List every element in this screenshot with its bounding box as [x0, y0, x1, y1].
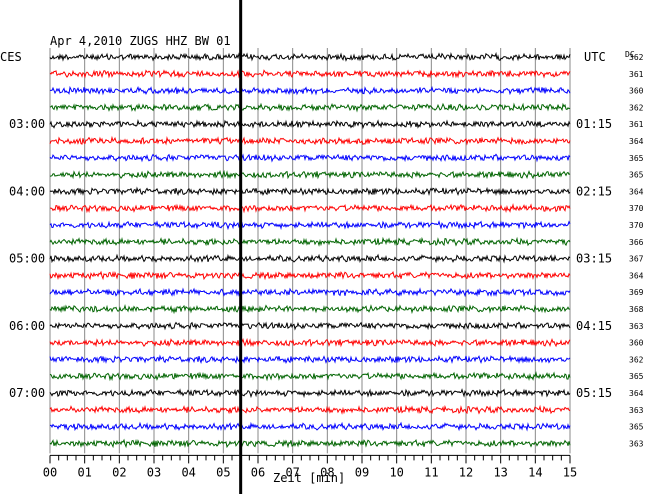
trace-line — [49, 321, 571, 331]
x-tick-label: 09 — [355, 465, 369, 479]
dc-value: 361 — [629, 120, 644, 129]
dc-values: 362 361 360 362 361 364 365 365 364 370 370 366 367 3… — [629, 53, 644, 448]
x-tick-label: 15 — [563, 465, 577, 479]
x-tick-label: 03 — [147, 465, 161, 479]
dc-value: 364 — [629, 137, 644, 146]
left-hour-label: 07:00 — [9, 386, 45, 400]
dc-value: 363 — [629, 406, 644, 415]
trace-line — [49, 102, 571, 113]
dc-value: 363 — [629, 439, 644, 448]
trace-line — [49, 388, 571, 399]
dc-value: 368 — [629, 305, 644, 314]
trace-line — [49, 287, 571, 298]
right-timezone-label: UTC — [584, 50, 606, 64]
left-timezone-label: CES — [0, 50, 22, 64]
dc-value: 360 — [629, 339, 644, 348]
trace-line — [49, 421, 571, 432]
chart-title: Apr 4,2010 ZUGS HHZ BW 01 — [50, 34, 231, 48]
trace-line — [49, 438, 571, 449]
dc-value: 365 — [629, 423, 644, 432]
trace-line — [49, 253, 571, 264]
trace-line — [49, 404, 571, 415]
x-tick-label: 12 — [459, 465, 473, 479]
trace-line — [49, 69, 571, 79]
right-labels: 01:15 02:15 03:15 04:15 05:15 — [576, 117, 612, 400]
dc-value: 364 — [629, 389, 644, 398]
left-hour-label: 03:00 — [9, 117, 45, 131]
x-tick-label: 00 — [43, 465, 57, 479]
left-hour-label: 06:00 — [9, 319, 45, 333]
dc-value: 362 — [629, 103, 644, 112]
dc-header: DC — [625, 50, 635, 59]
x-tick-label: 11 — [424, 465, 438, 479]
x-axis-label: Zeit [min] — [273, 471, 345, 485]
dc-value: 365 — [629, 154, 644, 163]
dc-value: 360 — [629, 87, 644, 96]
right-hour-label: 04:15 — [576, 319, 612, 333]
right-hour-label: 05:15 — [576, 386, 612, 400]
x-tick-label: 10 — [389, 465, 403, 479]
dc-value: 367 — [629, 255, 644, 264]
x-tick-label: 01 — [77, 465, 91, 479]
trace-line — [49, 51, 571, 62]
x-tick-label: 06 — [251, 465, 265, 479]
trace-line — [49, 135, 571, 146]
dc-value: 362 — [629, 355, 644, 364]
dc-value: 369 — [629, 288, 644, 297]
left-hour-label: 04:00 — [9, 184, 45, 198]
traces — [49, 51, 571, 449]
dc-value: 364 — [629, 187, 644, 196]
x-tick-label: 02 — [112, 465, 126, 479]
trace-line — [49, 169, 571, 180]
trace-line — [49, 354, 571, 365]
dc-value: 370 — [629, 204, 644, 213]
dc-value: 361 — [629, 70, 644, 79]
x-tick-label: 13 — [493, 465, 507, 479]
x-tick-label: 07 — [285, 465, 299, 479]
trace-line — [49, 153, 571, 163]
trace-line — [49, 337, 571, 348]
dc-value: 362 — [629, 53, 644, 62]
right-hour-label: 01:15 — [576, 117, 612, 131]
dc-value: 366 — [629, 238, 644, 247]
x-tick-label: 05 — [216, 465, 230, 479]
trace-line — [50, 203, 571, 214]
trace-line — [49, 220, 571, 231]
x-tick-label: 14 — [528, 465, 542, 479]
left-hour-label: 05:00 — [9, 252, 45, 266]
trace-line — [49, 186, 571, 197]
x-axis: 00 01 02 03 04 05 06 07 08 09 10 11 12 13 14 15 — [43, 454, 577, 479]
trace-line — [49, 119, 571, 130]
dc-value: 363 — [629, 322, 644, 331]
dc-value: 364 — [629, 271, 644, 280]
right-hour-label: 03:15 — [576, 252, 612, 266]
dc-value: 370 — [629, 221, 644, 230]
trace-line — [49, 236, 571, 247]
right-hour-label: 02:15 — [576, 184, 612, 198]
x-tick-label: 04 — [181, 465, 195, 479]
trace-line — [49, 303, 571, 315]
dc-value: 365 — [629, 372, 644, 381]
x-tick-label: 08 — [320, 465, 334, 479]
trace-line — [49, 270, 571, 281]
trace-line — [49, 85, 571, 96]
left-labels: 03:00 04:00 05:00 06:00 07:00 — [9, 117, 45, 400]
vertical-gridlines — [49, 48, 571, 454]
trace-line — [49, 371, 571, 382]
dc-value: 365 — [629, 171, 644, 180]
